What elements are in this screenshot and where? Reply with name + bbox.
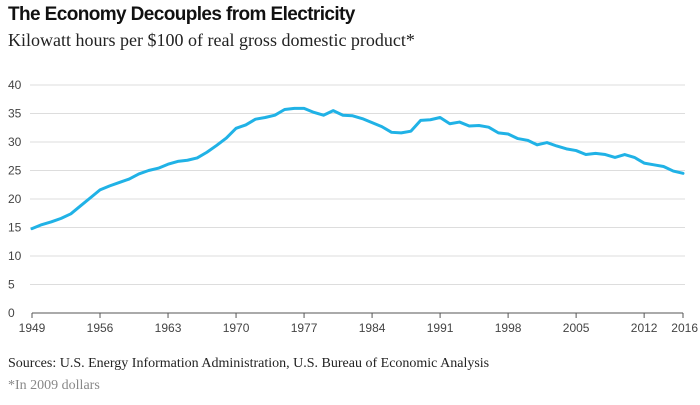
series-line — [30, 106, 685, 231]
series-layer — [30, 106, 685, 231]
x-tick-label: 2012 — [631, 321, 658, 335]
footnote: *In 2009 dollars — [8, 378, 100, 393]
y-tick-label: 10 — [8, 249, 22, 263]
y-tick-label: 0 — [8, 306, 15, 320]
chart-subtitle: Kilowatt hours per $100 of real gross do… — [8, 30, 415, 50]
x-tick-label: 1963 — [155, 321, 182, 335]
x-tick-label: 2016 — [671, 321, 698, 335]
y-tick-label: 25 — [8, 164, 22, 178]
x-tick-label: 1970 — [223, 321, 250, 335]
y-tick-label: 15 — [8, 221, 22, 235]
x-tick-label: 1949 — [19, 321, 46, 335]
y-tick-label: 40 — [8, 78, 22, 92]
x-tick-label: 1956 — [87, 321, 114, 335]
x-tick-label: 1977 — [291, 321, 318, 335]
y-tick-label: 20 — [8, 192, 22, 206]
y-tick-label: 35 — [8, 107, 22, 121]
gridlines: 0 5 10 15 20 25 30 35 40 — [8, 78, 685, 320]
x-tick-label: 1984 — [359, 321, 386, 335]
x-tick-label: 2005 — [563, 321, 590, 335]
y-tick-label: 5 — [8, 278, 15, 292]
chart-title: The Economy Decouples from Electricity — [8, 4, 355, 25]
y-tick-label: 30 — [8, 135, 22, 149]
x-axis: 1949 1956 1963 1970 1977 1984 1991 1998 2005 2012… — [19, 312, 698, 335]
x-tick-label: 1991 — [427, 321, 454, 335]
x-tick-label: 1998 — [495, 321, 522, 335]
sources-note: Sources: U.S. Energy Information Adminis… — [8, 356, 490, 371]
